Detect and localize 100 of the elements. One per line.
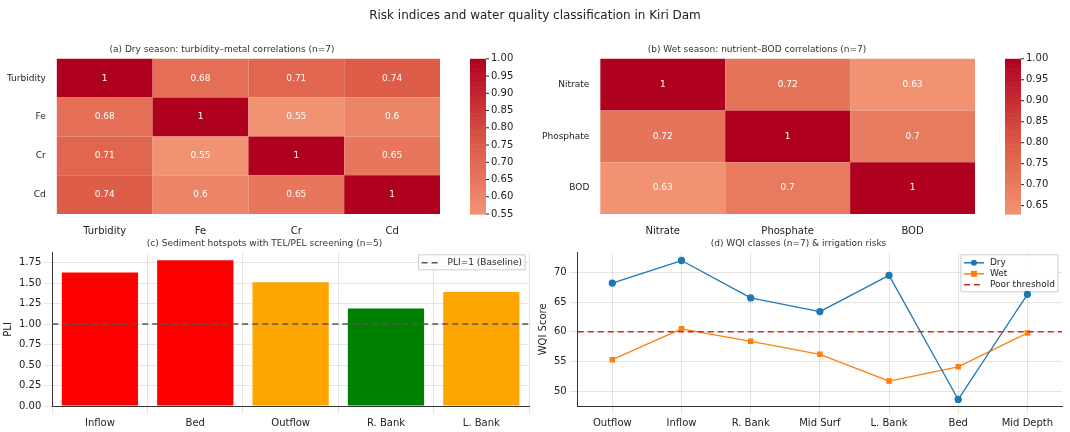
x-tick-label: Mid Depth xyxy=(1001,416,1054,428)
y-tick-label: 70 xyxy=(553,265,567,277)
color-bar-label: 0.65 xyxy=(491,173,514,185)
color-bar-label: 0.75 xyxy=(1026,157,1049,169)
color-bar-label: 0.75 xyxy=(491,138,514,150)
bar xyxy=(252,282,329,406)
text: Risk indices and water quality classification in Kiri Dam xyxy=(368,8,702,22)
data-label: 1 xyxy=(389,188,395,199)
x-tick-label: R. Bank xyxy=(366,416,406,428)
x-tick-label: R. Bank xyxy=(731,416,770,428)
x-tick-label: Nitrate xyxy=(645,224,681,236)
x-tick-label: Cr xyxy=(290,224,303,236)
x-tick-label: Outflow xyxy=(271,416,310,428)
color-bar-label: 0.70 xyxy=(491,155,514,167)
data-label: 0.74 xyxy=(94,188,115,199)
data-label: 0.63 xyxy=(652,182,673,193)
y-tick-label: 60 xyxy=(553,325,567,337)
y-tick-label: 1.00 xyxy=(19,317,42,329)
point xyxy=(954,395,962,404)
y-tick-label: Fe xyxy=(35,111,47,122)
x-tick-label: Fe xyxy=(194,224,207,236)
y-tick-label: 0.00 xyxy=(19,399,42,411)
x-tick-label: L. Bank xyxy=(462,416,501,428)
point xyxy=(1023,290,1032,299)
legend-label: Wet xyxy=(989,268,1008,279)
y-tick-label: BOD xyxy=(569,182,590,193)
data-label: 1 xyxy=(293,150,300,161)
y-tick-label: Nitrate xyxy=(558,79,590,90)
color-bar-label: 0.60 xyxy=(491,190,514,202)
color-bar-label: 0.95 xyxy=(1026,73,1049,85)
color-bar-label: 0.65 xyxy=(1026,199,1049,211)
color-bar-label: 0.85 xyxy=(1026,115,1049,127)
color-bar-label: 0.90 xyxy=(1026,94,1049,106)
data-label: 0.71 xyxy=(286,72,307,83)
color-bar-label: 0.85 xyxy=(491,104,514,116)
bar xyxy=(347,308,425,406)
legend-label: Dry xyxy=(989,257,1007,268)
y-tick-label: Turbidity xyxy=(5,72,47,83)
y-tick-label: 0.25 xyxy=(19,379,42,391)
bar xyxy=(443,292,520,406)
data-label: 0.63 xyxy=(902,79,923,90)
data-label: 0.71 xyxy=(94,150,115,161)
color-bar-label: 1.00 xyxy=(1026,52,1049,64)
chart-title: (b) Wet season: nutrient–BOD correlations (n=7) xyxy=(647,43,867,54)
data-label: 0.72 xyxy=(652,130,673,141)
color-bar-label: 0.55 xyxy=(491,207,514,219)
bar xyxy=(61,272,139,406)
y-tick-label: 0.75 xyxy=(19,338,42,350)
data-label: 0.6 xyxy=(193,188,208,199)
y-tick-label: 50 xyxy=(553,384,567,396)
data-label: 0.65 xyxy=(286,188,307,199)
data-label: 1 xyxy=(909,182,916,193)
color-bar-label: 0.80 xyxy=(491,121,514,133)
y-tick-label: 1.50 xyxy=(19,276,42,288)
x-tick-label: Cd xyxy=(385,224,399,236)
data-label: 1 xyxy=(659,79,666,90)
point xyxy=(747,294,755,302)
point xyxy=(608,279,616,287)
x-tick-label: Mid Surf xyxy=(799,416,841,428)
color-bar-label: 0.95 xyxy=(491,69,514,81)
x-tick-label: Bed xyxy=(948,416,968,428)
data-label: 0.74 xyxy=(382,72,403,83)
data-label: 0.68 xyxy=(94,111,115,122)
point xyxy=(955,364,961,370)
chart-title: (d) WQI classes (n=7) & irrigation risks xyxy=(710,237,887,248)
point xyxy=(816,307,824,316)
data-label: 0.72 xyxy=(777,79,798,90)
color-bar-label: 1.00 xyxy=(491,52,514,64)
y-tick-label: 1.75 xyxy=(19,256,42,268)
point xyxy=(886,378,892,384)
x-tick-label: BOD xyxy=(901,224,924,236)
color-bar-label: 0.80 xyxy=(1026,136,1049,148)
x-tick-label: Inflow xyxy=(84,416,115,428)
data-label: 1 xyxy=(197,111,204,122)
y-tick-label: Cd xyxy=(33,188,46,199)
chart-subtitle: (a) Dry season: turbidity–metal correlations (n=7) xyxy=(109,43,335,54)
y-axis-title: PLI xyxy=(1,322,13,337)
x-tick-label: Bed xyxy=(185,416,205,428)
y-tick-label: 65 xyxy=(553,295,567,307)
chart-title: (c) Sediment hotspots with TEL/PEL screening (n=5) xyxy=(146,237,383,248)
y-axis-title: WQI Score xyxy=(536,303,548,356)
data-label: 1 xyxy=(101,72,108,83)
x-tick-label: Inflow xyxy=(666,416,697,428)
data-label: 0.6 xyxy=(384,111,400,122)
point xyxy=(885,271,893,280)
y-tick-label: Cr xyxy=(35,150,47,161)
y-tick-label: 1.25 xyxy=(19,297,42,309)
data-label: 0.7 xyxy=(780,182,795,193)
legend-label: PLI=1 (Baseline) xyxy=(447,257,522,268)
x-tick-label: Phosphate xyxy=(761,224,814,236)
color-bar-label: 0.70 xyxy=(1026,178,1049,190)
color-bar-label: 0.90 xyxy=(491,86,514,98)
x-tick-label: Turbidity xyxy=(82,224,127,236)
data-label: 0.7 xyxy=(905,130,920,141)
y-tick-label: 0.50 xyxy=(19,358,42,370)
x-tick-label: Outflow xyxy=(592,416,632,428)
y-tick-label: 55 xyxy=(553,355,567,367)
x-tick-label: L. Bank xyxy=(870,416,908,428)
data-label: 0.55 xyxy=(286,111,307,122)
point xyxy=(817,351,823,358)
